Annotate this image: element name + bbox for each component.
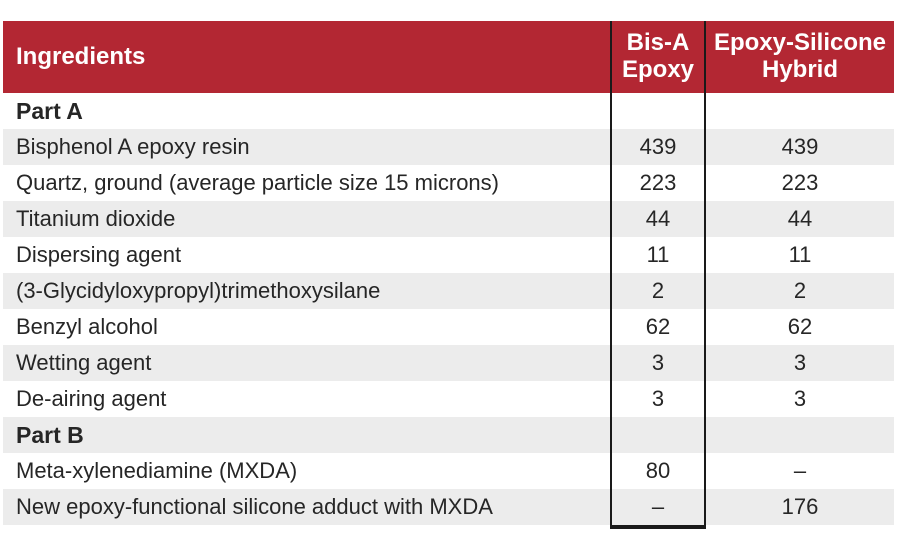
bis-a-value-cell: 3 bbox=[610, 345, 706, 381]
bis-a-value-cell: 3 bbox=[610, 381, 706, 417]
table-row: Bisphenol A epoxy resin 439 439 bbox=[3, 129, 894, 165]
hybrid-value-cell bbox=[706, 417, 894, 453]
ingredient-cell: (3-Glycidyloxypropyl)trimethoxysilane bbox=[16, 278, 381, 303]
hybrid-value-cell: 223 bbox=[781, 170, 819, 195]
table-row: Part B bbox=[3, 417, 894, 453]
bottom-rule-spacer-right bbox=[706, 525, 894, 529]
bottom-rule bbox=[3, 525, 894, 529]
header-ingredients: Ingredients bbox=[16, 42, 146, 70]
bis-a-value-cell bbox=[610, 417, 706, 453]
table-row: Dispersing agent 11 11 bbox=[3, 237, 894, 273]
ingredient-cell: Meta-xylenediamine (MXDA) bbox=[16, 458, 298, 483]
hybrid-value-cell: 439 bbox=[781, 134, 819, 159]
ingredients-table: Ingredients Bis-A Epoxy Epoxy-Silicone H… bbox=[3, 21, 894, 529]
hybrid-value-cell: 3 bbox=[793, 350, 807, 375]
table-row: De-airing agent 3 3 bbox=[3, 381, 894, 417]
hybrid-value-cell: – bbox=[793, 458, 807, 483]
ingredient-cell: Dispersing agent bbox=[16, 242, 182, 267]
table-row: Benzyl alcohol 62 62 bbox=[3, 309, 894, 345]
ingredient-cell: Wetting agent bbox=[16, 350, 152, 375]
bis-a-value-cell: 62 bbox=[610, 309, 706, 345]
table-row: Titanium dioxide 44 44 bbox=[3, 201, 894, 237]
ingredient-cell: Part B bbox=[16, 421, 84, 448]
bottom-rule-spacer-left bbox=[3, 525, 610, 529]
ingredient-cell: De-airing agent bbox=[16, 386, 167, 411]
hybrid-value-cell: 44 bbox=[787, 206, 813, 231]
hybrid-value-cell: 11 bbox=[788, 242, 812, 267]
bis-a-value-cell: 2 bbox=[610, 273, 706, 309]
hybrid-value-cell: 3 bbox=[793, 386, 807, 411]
bis-a-value-cell: – bbox=[610, 489, 706, 525]
ingredient-cell: Part A bbox=[16, 97, 83, 124]
table-row: (3-Glycidyloxypropyl)trimethoxysilane 2 … bbox=[3, 273, 894, 309]
bis-a-value-cell: 44 bbox=[610, 201, 706, 237]
table-row: Meta-xylenediamine (MXDA) 80 – bbox=[3, 453, 894, 489]
ingredient-cell: Quartz, ground (average particle size 15… bbox=[16, 170, 499, 195]
ingredient-cell: Benzyl alcohol bbox=[16, 314, 158, 339]
hybrid-value-cell: 62 bbox=[787, 314, 813, 339]
header-epoxy-silicone-hybrid: Epoxy-Silicone Hybrid bbox=[713, 29, 887, 83]
table-header-row: Ingredients Bis-A Epoxy Epoxy-Silicone H… bbox=[3, 21, 894, 93]
table-body: Part A Bisphenol A epoxy resin 439 439 Q… bbox=[3, 93, 894, 525]
bis-a-value-cell: 11 bbox=[610, 237, 706, 273]
table-row: Quartz, ground (average particle size 15… bbox=[3, 165, 894, 201]
hybrid-value-cell: 2 bbox=[793, 278, 807, 303]
bis-a-value-cell: 439 bbox=[610, 129, 706, 165]
bis-a-value-cell bbox=[610, 93, 706, 129]
ingredient-cell: Titanium dioxide bbox=[16, 206, 176, 231]
hybrid-value-cell bbox=[706, 93, 894, 129]
ingredient-cell: New epoxy-functional silicone adduct wit… bbox=[16, 494, 493, 519]
table-row: Part A bbox=[3, 93, 894, 129]
table-row: Wetting agent 3 3 bbox=[3, 345, 894, 381]
bis-a-value-cell: 223 bbox=[610, 165, 706, 201]
table-row: New epoxy-functional silicone adduct wit… bbox=[3, 489, 894, 525]
ingredient-cell: Bisphenol A epoxy resin bbox=[16, 134, 250, 159]
header-bis-a-epoxy: Bis-A Epoxy bbox=[610, 21, 706, 93]
bottom-rule-segment bbox=[610, 525, 706, 529]
bis-a-value-cell: 80 bbox=[610, 453, 706, 489]
hybrid-value-cell: 176 bbox=[781, 494, 819, 519]
